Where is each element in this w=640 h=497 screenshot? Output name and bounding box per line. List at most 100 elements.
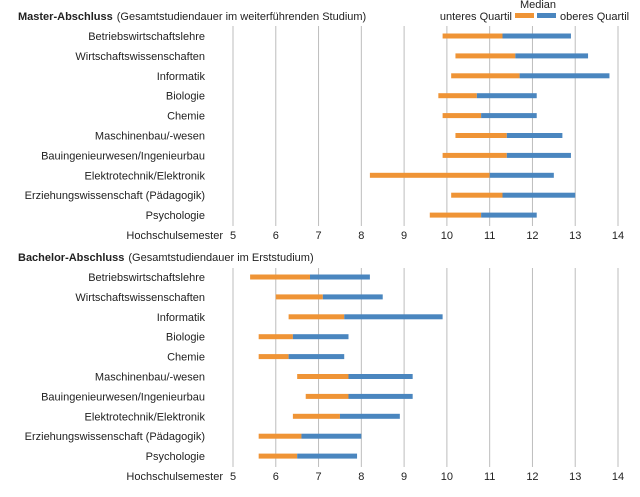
legend-upper-label: oberes Quartil (560, 11, 629, 23)
master-bar-upper-quartile (506, 133, 563, 138)
master-category-label: Elektrotechnik/Elektronik (85, 170, 206, 182)
master-tick-label: 6 (273, 230, 279, 242)
bachelor-tick-label: 7 (315, 471, 321, 483)
master-tick-label: 7 (315, 230, 321, 242)
bachelor-bar-lower-quartile (258, 433, 302, 439)
master-tick-label: 12 (526, 230, 538, 242)
master-bar-lower-quartile (442, 113, 482, 119)
master-bar-lower-quartile (438, 93, 477, 99)
bachelor-bar-lower-quartile (250, 274, 310, 280)
master-category-label: Psychologie (146, 210, 205, 222)
master-panel: Master-Abschluss (Gesamtstudiendauer im w… (18, 11, 624, 242)
legend-lower-label: unteres Quartil (440, 11, 512, 23)
master-bar-upper-quartile (506, 152, 571, 158)
bachelor-category-label: Elektrotechnik/Elektronik (85, 411, 206, 423)
bachelor-category-label: Biologie (166, 332, 205, 344)
bachelor-bar-lower-quartile (258, 334, 293, 340)
master-tick-labels: 5 6 7 8 9 10 11 12 13 14 (230, 230, 624, 242)
bachelor-tick-label: 12 (526, 471, 538, 483)
bachelor-tick-label: 10 (441, 471, 453, 483)
master-bar-upper-quartile (502, 192, 576, 198)
master-category-label: Wirtschaftswissenschaften (75, 51, 205, 63)
master-category-label: Bauingenieurwesen/Ingenieurbau (41, 150, 205, 162)
master-bar-lower-quartile (442, 152, 507, 158)
bachelor-tick-label: 13 (569, 471, 581, 483)
master-bar-upper-quartile (476, 93, 537, 99)
master-bar-upper-quartile (515, 53, 589, 59)
bachelor-category-label: Psychologie (146, 451, 205, 463)
bachelor-gridlines (232, 268, 619, 467)
master-tick-label: 8 (358, 230, 364, 242)
master-bar-lower-quartile (369, 172, 490, 178)
master-category-labels: Betriebswirtschaftslehre Wirtschaftswisse… (25, 31, 206, 222)
bachelor-tick-labels: 5 6 7 8 9 10 11 12 13 14 (230, 471, 624, 483)
bachelor-bar-lower-quartile (292, 413, 340, 419)
master-title-sub: (Gesamtstudiendauer im weiterführenden S… (117, 11, 366, 23)
master-bar-upper-quartile (489, 172, 554, 178)
bachelor-bar-upper-quartile (348, 374, 413, 379)
master-tick-label: 10 (441, 230, 453, 242)
bachelor-category-label: Betriebswirtschaftslehre (88, 272, 205, 284)
bachelor-bar-upper-quartile (322, 294, 383, 300)
bachelor-title-main: Bachelor-Abschluss (18, 252, 124, 264)
bachelor-category-label: Bauingenieurwesen/Ingenieurbau (41, 391, 205, 403)
master-gridlines (232, 26, 619, 226)
master-bar-lower-quartile (455, 133, 507, 138)
master-tick-label: 14 (612, 230, 624, 242)
master-category-label: Biologie (166, 91, 205, 103)
master-bar-upper-quartile (481, 212, 537, 218)
master-bar-lower-quartile (451, 192, 503, 198)
master-bar-upper-quartile (502, 33, 571, 39)
master-bars (369, 33, 610, 218)
bachelor-bar-upper-quartile (339, 413, 400, 419)
bachelor-tick-label: 8 (358, 471, 364, 483)
bachelor-category-label: Chemie (167, 352, 205, 364)
master-bar-lower-quartile (451, 73, 520, 79)
bachelor-title-sub: (Gesamtstudiendauer im Erststudium) (128, 252, 313, 264)
bachelor-bar-upper-quartile (348, 393, 413, 399)
master-category-label: Erziehungswissenschaft (Pädagogik) (25, 190, 205, 202)
bachelor-tick-label: 11 (484, 471, 495, 483)
bachelor-bar-lower-quartile (288, 314, 345, 320)
bachelor-bar-lower-quartile (275, 294, 323, 300)
legend-median-marker (535, 12, 537, 19)
bachelor-bar-lower-quartile (258, 354, 289, 360)
master-title: Master-Abschluss (Gesamtstudiendauer im w… (18, 11, 366, 23)
bachelor-tick-label: 9 (401, 471, 407, 483)
master-title-main: Master-Abschluss (18, 11, 113, 23)
master-tick-label: 5 (230, 230, 236, 242)
master-bar-lower-quartile (429, 212, 482, 218)
bachelor-tick-label: 6 (273, 471, 279, 483)
master-category-label: Betriebswirtschaftslehre (88, 31, 205, 43)
bachelor-bar-upper-quartile (292, 334, 349, 340)
bachelor-bar-upper-quartile (344, 314, 443, 320)
master-category-label: Chemie (167, 111, 205, 123)
master-bar-upper-quartile (481, 113, 537, 119)
bachelor-bar-upper-quartile (301, 433, 362, 439)
bachelor-bar-upper-quartile (288, 354, 345, 360)
legend-lower-swatch (515, 13, 534, 18)
bachelor-title: Bachelor-Abschluss (Gesamtstudiendauer im… (18, 252, 314, 264)
bachelor-category-label: Wirtschaftswissenschaften (75, 292, 205, 304)
master-bar-lower-quartile (442, 33, 503, 39)
master-category-label: Maschinenbau/-wesen (95, 131, 205, 143)
bachelor-bar-upper-quartile (297, 453, 358, 459)
legend-median-label: Median (520, 0, 556, 11)
master-bar-lower-quartile (455, 53, 516, 59)
master-bar-upper-quartile (519, 73, 610, 79)
master-category-label: Informatik (157, 71, 206, 83)
bachelor-bar-lower-quartile (305, 393, 349, 399)
bachelor-category-labels: Betriebswirtschaftslehre Wirtschaftswisse… (25, 272, 206, 463)
bachelor-bar-lower-quartile (258, 453, 298, 459)
bachelor-bar-lower-quartile (297, 374, 349, 379)
bachelor-tick-label: 5 (230, 471, 236, 483)
bachelor-bars (250, 274, 443, 459)
bachelor-panel: Bachelor-Abschluss (Gesamtstudiendauer im… (18, 252, 624, 483)
bachelor-bar-upper-quartile (310, 274, 370, 280)
master-tick-label: 9 (401, 230, 407, 242)
legend-upper-swatch (537, 13, 556, 18)
master-axis-label: Hochschulsemester (126, 230, 223, 242)
master-tick-label: 13 (569, 230, 581, 242)
